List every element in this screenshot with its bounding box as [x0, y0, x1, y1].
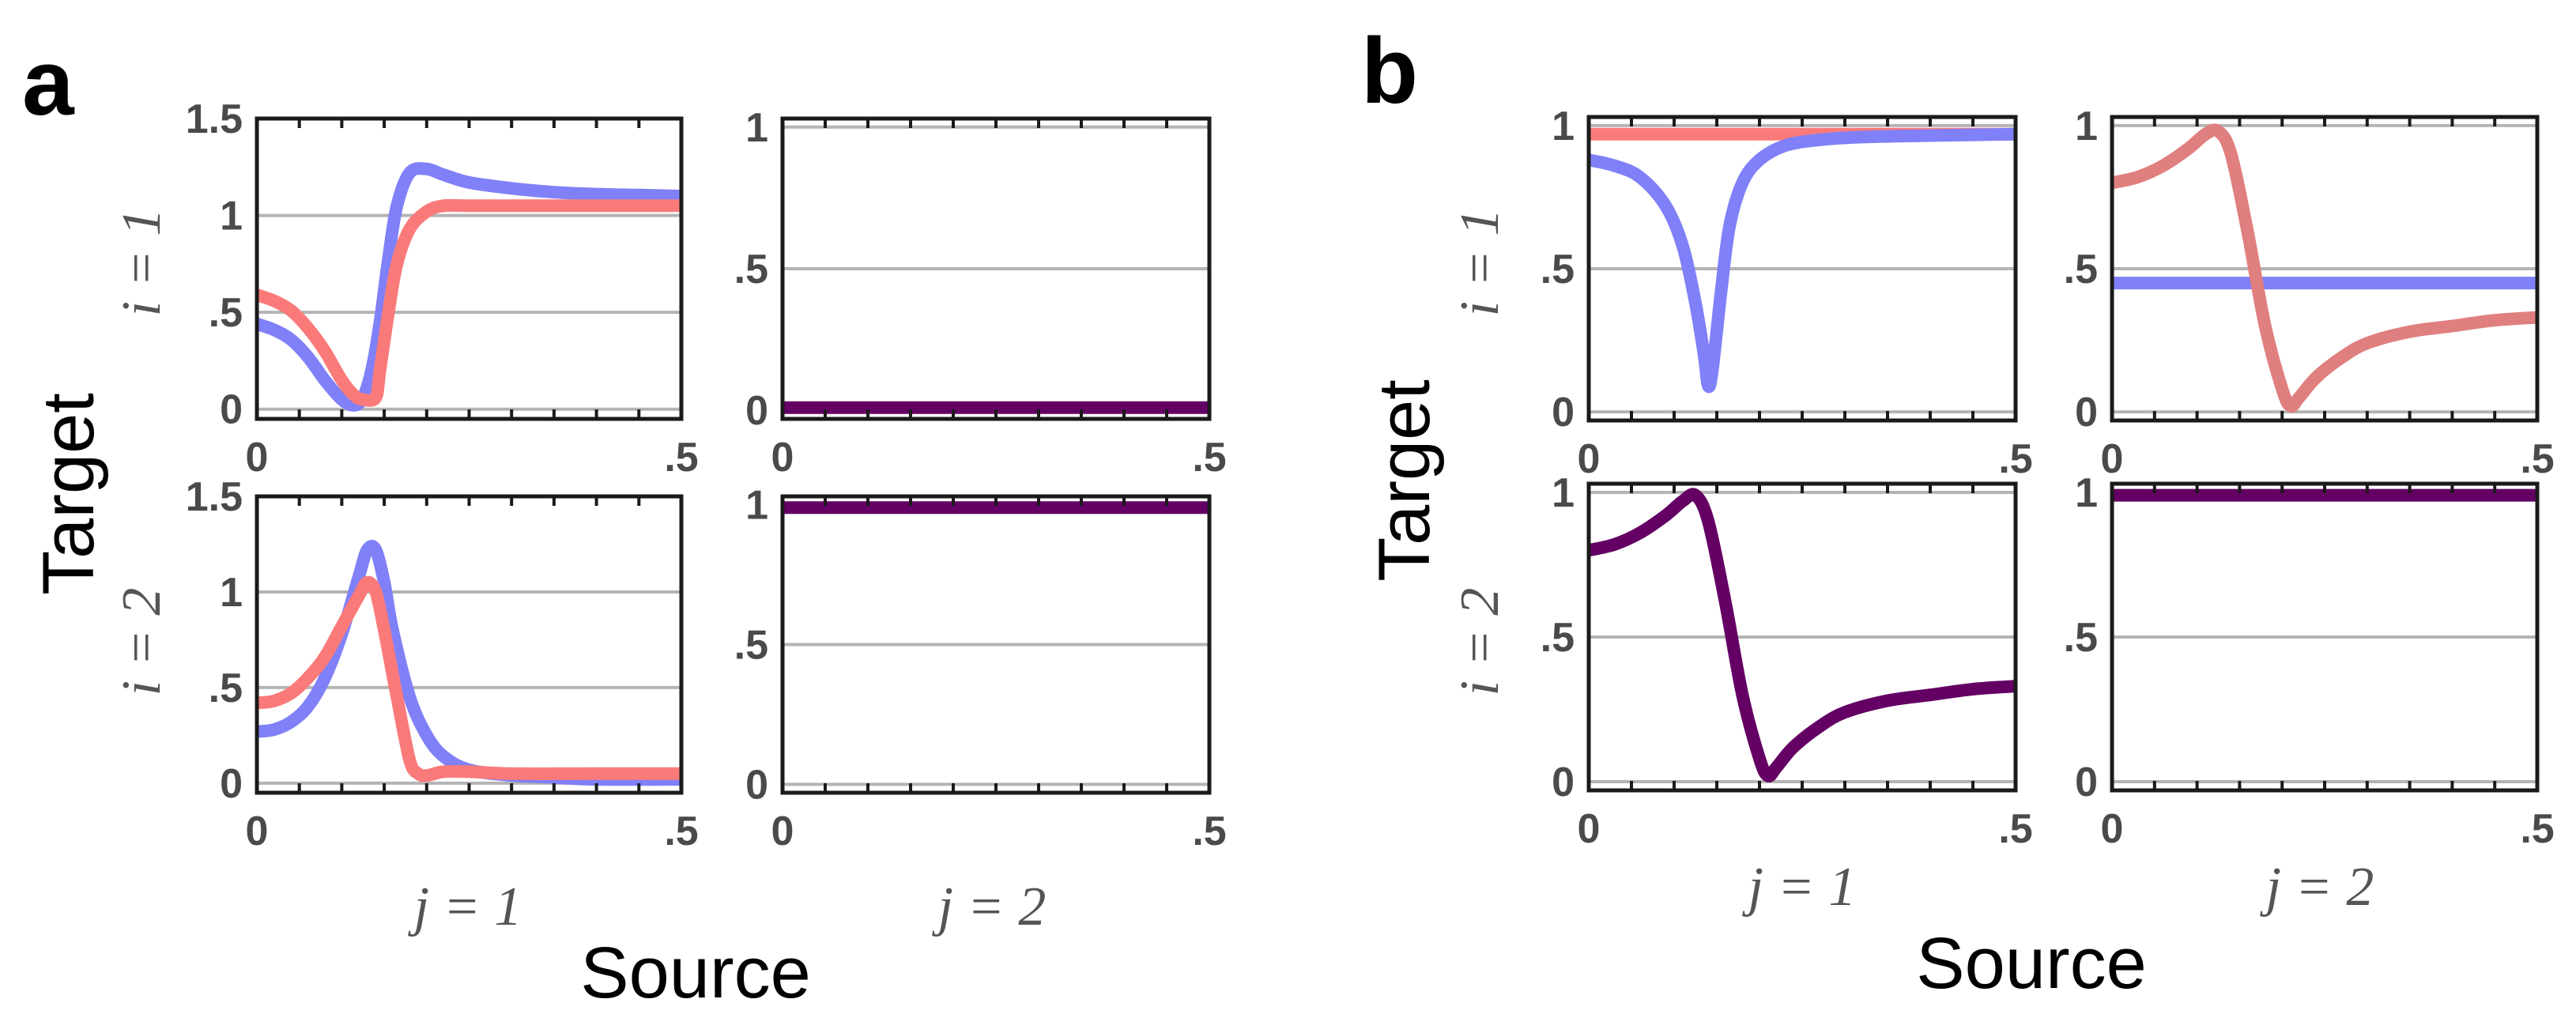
- panel-b-i1-j2-xtick-label-1: .5: [2520, 436, 2554, 482]
- panel-b-i2-j2-subplot: 0 .5 1 0 .5: [2064, 470, 2555, 852]
- panel-a-i1-j2-subplot: 0 .5 1 0 .5: [734, 105, 1227, 481]
- panel-b-i2-j2-xtick-label-1: .5: [2520, 806, 2554, 852]
- panel-b-i2-j1-ytick-label-2: 1: [1552, 470, 1575, 516]
- panel-a-i1-j1-ytick-label-2: 1: [220, 194, 243, 239]
- panel-b-i1-j2-ytick-label-2: 1: [2075, 104, 2098, 149]
- subplots: 0.511.50.50.510.50.511.50.50.510.50.510.…: [186, 96, 2555, 854]
- panel-b-i1-j1-ytick-label-1: .5: [1541, 247, 1575, 292]
- panel-a-i2-j1-ytick-label-1: .5: [209, 665, 243, 711]
- panel-a-i2-j1-axes-frame: [255, 494, 684, 795]
- panel-b-i2-j1-ytick-label-1: .5: [1541, 615, 1575, 661]
- panel-b-i2-j1-ytick-label-0: 0: [1552, 760, 1575, 805]
- panel-a-i2-j1-ytick-label-2: 1: [220, 570, 243, 616]
- panel-b-i2-j1-xtick-label-0: 0: [1578, 806, 1601, 852]
- panel-b-i2-j2-ytick-label-1: .5: [2064, 615, 2098, 661]
- panel-a-source-label: Source: [580, 933, 811, 1013]
- panel-a-row-label-i1: i = 1: [111, 209, 172, 317]
- panel-a-i2-j1-series-red: [256, 575, 681, 782]
- panel-a-i2-j2-ytick-label-0: 0: [745, 762, 768, 808]
- panel-b-target-label: Target: [1364, 379, 1445, 582]
- panel-a-i1-j2-ytick-label-1: .5: [734, 247, 768, 292]
- panel-b-i1-j1-xtick-label-1: .5: [1998, 436, 2032, 482]
- panel-b-i1-j2-subplot: 0 .5 1 0 .5: [2064, 104, 2555, 482]
- panel-b-i2-j2-ytick-label-0: 0: [2075, 760, 2098, 805]
- panel-a-i2-j2-subplot: 0 .5 1 0 .5: [734, 483, 1227, 854]
- panel-b-i2-j1-subplot: 0 .5 1 0 .5: [1541, 470, 2033, 852]
- panel-b-i1-j2-ytick-label-1: .5: [2064, 247, 2098, 292]
- panel-a-i2-j2-ytick-label-1: .5: [734, 623, 768, 669]
- panel-b-source-label: Source: [1916, 923, 2147, 1004]
- panel-b-i1-j1-xtick-label-0: 0: [1578, 436, 1601, 482]
- panel-a-row-label-i2: i = 2: [111, 588, 172, 696]
- panel-a-i2-j1-xtick-label-0: 0: [246, 809, 269, 854]
- panel-b-i1-j1-ytick-label-0: 0: [1552, 390, 1575, 435]
- panel-a-i2-j1-subplot: 0 .5 1 1.5 0 .5: [186, 474, 699, 854]
- panel-a-i1-j1-ytick-label-3: 1.5: [186, 96, 243, 142]
- panel-a-i1-j2-xtick-label-1: .5: [1192, 435, 1226, 481]
- panel-a-i1-j2-ytick-label-2: 1: [745, 105, 768, 151]
- panel-a-i2-j1-ytick-label-0: 0: [220, 761, 243, 807]
- panel-a-letter: a: [22, 31, 75, 135]
- panel-a-i1-j1-series-red: [255, 198, 681, 407]
- panel-a-col-label-j1: j = 1: [408, 877, 522, 937]
- panel-a-i2-j2-xtick-label-0: 0: [771, 809, 794, 854]
- panel-b-i2-j1-series-purple: [1587, 488, 2016, 782]
- panel-b-i2-j1-xtick-label-1: .5: [1998, 806, 2032, 852]
- panel-b-i1-j2-series-red_dark: [2110, 123, 2538, 413]
- panel-a-target-label: Target: [28, 393, 109, 595]
- panel-a-i2-j1-ytick-label-3: 1.5: [186, 474, 243, 520]
- panel-a-i1-j2-xtick-label-0: 0: [771, 435, 794, 481]
- panel-a-i2-j1-xtick-label-1: .5: [664, 809, 698, 854]
- panel-a-col-label-j2: j = 2: [932, 877, 1047, 937]
- panel-a-i2-j2-ytick-label-2: 1: [745, 483, 768, 529]
- panel-a-i1-j1-ytick-label-0: 0: [220, 387, 243, 433]
- panel-b-i2-j2-ytick-label-2: 1: [2075, 470, 2098, 516]
- panel-b-col-label-j2: j = 2: [2260, 857, 2374, 918]
- panel-a-i2-j2-xtick-label-1: .5: [1192, 809, 1226, 854]
- panel-a-i1-j1-subplot: 0 .5 1 1.5 0 .5: [186, 96, 699, 481]
- panel-b-row-label-i1: i = 1: [1450, 209, 1511, 317]
- panel-a-i1-j1-ytick-label-1: .5: [209, 290, 243, 336]
- panel-b-row-label-i2: i = 2: [1450, 588, 1511, 696]
- panel-a-i1-j2-ytick-label-0: 0: [745, 388, 768, 434]
- panel-b-i1-j1-subplot: 0 .5 1 0 .5: [1541, 104, 2033, 482]
- panel-a-i1-j1-xtick-label-1: .5: [664, 435, 698, 481]
- panel-b-i1-j2-xtick-label-0: 0: [2101, 436, 2124, 482]
- panel-b-i1-j1-series-blue: [1587, 127, 2016, 394]
- panel-b-i1-j1-ytick-label-2: 1: [1552, 104, 1575, 149]
- panel-b-i2-j2-xtick-label-0: 0: [2101, 806, 2124, 852]
- panel-b-letter: b: [1361, 19, 1418, 123]
- panel-b-col-label-j1: j = 1: [1742, 857, 1857, 918]
- panel-a-i1-j1-series-blue: [255, 162, 682, 412]
- panel-a-i1-j1-xtick-label-0: 0: [246, 435, 269, 481]
- panel-b-i1-j2-ytick-label-0: 0: [2075, 390, 2098, 435]
